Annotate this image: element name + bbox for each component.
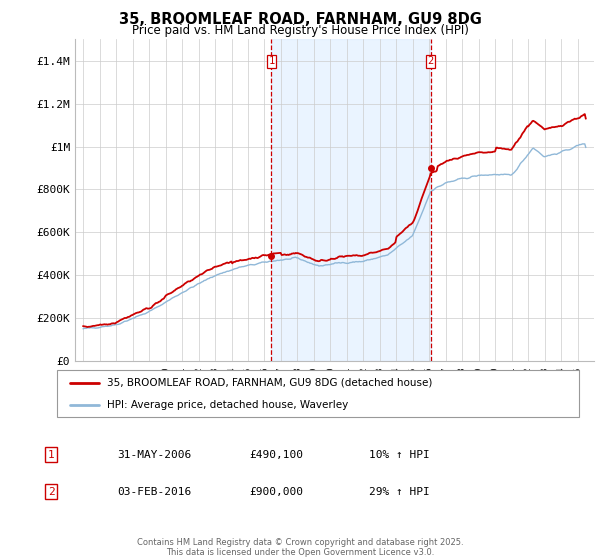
Text: 1: 1: [268, 57, 275, 67]
Text: £490,100: £490,100: [249, 450, 303, 460]
Text: Contains HM Land Registry data © Crown copyright and database right 2025.
This d: Contains HM Land Registry data © Crown c…: [137, 538, 463, 557]
Text: 1: 1: [47, 450, 55, 460]
Text: 2: 2: [427, 57, 434, 67]
Text: 2: 2: [47, 487, 55, 497]
Text: 35, BROOMLEAF ROAD, FARNHAM, GU9 8DG: 35, BROOMLEAF ROAD, FARNHAM, GU9 8DG: [119, 12, 481, 27]
Text: 35, BROOMLEAF ROAD, FARNHAM, GU9 8DG (detached house): 35, BROOMLEAF ROAD, FARNHAM, GU9 8DG (de…: [107, 378, 432, 388]
Text: 10% ↑ HPI: 10% ↑ HPI: [369, 450, 430, 460]
Text: £900,000: £900,000: [249, 487, 303, 497]
Text: 03-FEB-2016: 03-FEB-2016: [117, 487, 191, 497]
FancyBboxPatch shape: [57, 370, 579, 417]
Text: 29% ↑ HPI: 29% ↑ HPI: [369, 487, 430, 497]
Text: 31-MAY-2006: 31-MAY-2006: [117, 450, 191, 460]
Text: HPI: Average price, detached house, Waverley: HPI: Average price, detached house, Wave…: [107, 400, 348, 410]
Text: Price paid vs. HM Land Registry's House Price Index (HPI): Price paid vs. HM Land Registry's House …: [131, 24, 469, 36]
Bar: [271, 39, 431, 361]
